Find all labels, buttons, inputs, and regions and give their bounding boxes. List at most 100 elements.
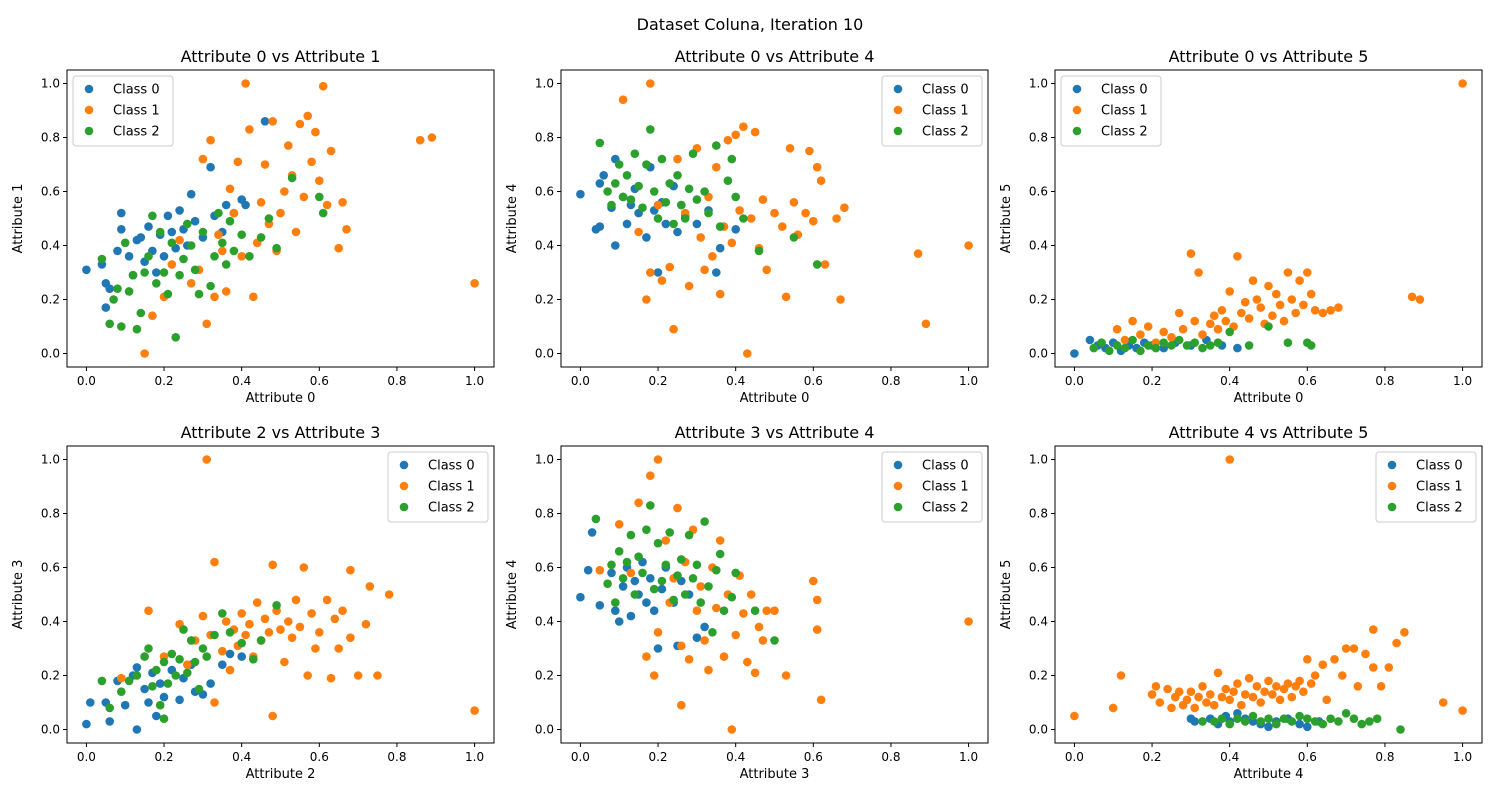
point-class-2 [256,636,266,645]
point-class-1 [1202,698,1211,707]
point-class-2 [607,200,616,210]
point-class-0 [649,606,659,615]
point-class-2 [318,208,328,218]
y-tick-label: 0.6 [535,185,554,199]
point-class-1 [816,695,826,705]
point-class-2 [626,195,636,204]
point-class-2 [603,579,612,588]
point-class-1 [816,176,826,185]
point-class-2 [1283,338,1293,348]
point-class-0 [731,225,740,234]
point-class-0 [218,660,227,669]
legend-marker [1387,502,1397,512]
point-class-2 [669,219,678,229]
point-class-2 [218,238,227,248]
point-class-1 [167,260,177,269]
point-class-1 [229,208,239,218]
point-class-1 [470,706,479,715]
point-class-2 [642,160,651,169]
point-class-1 [202,455,211,464]
point-class-1 [1256,698,1265,707]
point-class-1 [1198,330,1207,339]
point-class-1 [649,671,659,680]
point-class-1 [318,81,328,91]
point-class-2 [1272,719,1281,729]
legend-label: Class 2 [1416,501,1463,516]
point-class-1 [276,625,285,634]
x-tick-label: 0.4 [1220,374,1239,388]
point-class-2 [700,187,709,196]
x-tick-label: 1.0 [1453,750,1472,764]
point-class-1 [233,157,243,167]
point-class-1 [778,222,787,231]
point-class-2 [739,214,748,223]
x-tick-label: 0.0 [77,374,96,388]
point-class-1 [330,614,340,624]
point-class-1 [626,568,636,578]
point-class-1 [338,606,347,615]
legend-label: Class 2 [113,125,160,140]
point-class-1 [1341,644,1351,653]
point-class-2 [1151,343,1161,353]
points-group [82,79,479,358]
point-class-1 [677,641,686,651]
point-class-2 [649,187,659,196]
point-class-1 [291,595,301,605]
point-class-1 [750,668,760,678]
point-class-1 [1272,289,1281,299]
point-class-2 [1279,714,1289,723]
point-class-2 [750,606,760,615]
point-class-0 [692,633,702,642]
point-class-2 [1396,725,1405,734]
point-class-1 [1252,295,1262,304]
point-class-0 [105,284,114,294]
point-class-2 [124,676,134,686]
y-tick-label: 0.4 [535,239,554,253]
point-class-1 [1295,676,1304,686]
point-class-2 [117,322,126,331]
point-class-1 [202,319,211,329]
point-class-2 [1182,341,1192,350]
legend: Class 0 Class 1 Class 2 [1060,75,1162,147]
point-class-0 [163,211,173,221]
point-class-2 [611,179,620,188]
point-class-1 [1287,692,1297,702]
point-class-0 [159,692,169,702]
point-class-1 [1303,655,1312,664]
legend: Class 0 Class 1 Class 2 [881,75,983,147]
point-class-0 [1190,717,1199,726]
legend-frame [387,451,489,523]
point-class-1 [646,79,655,88]
point-class-0 [221,200,231,210]
point-class-0 [646,574,655,583]
x-tick-label: 0.6 [804,374,823,388]
point-class-1 [1376,682,1386,691]
point-class-1 [322,595,332,605]
y-tick-label: 0.0 [535,347,554,361]
point-class-2 [105,703,114,713]
point-class-1 [1299,300,1308,310]
point-class-2 [626,530,636,540]
point-class-2 [646,125,655,134]
point-class-1 [1147,690,1157,699]
point-class-2 [1365,717,1374,726]
point-class-0 [206,162,215,172]
x-tick-label: 0.4 [1220,750,1239,764]
point-class-2 [1167,341,1176,350]
point-class-1 [1306,289,1316,299]
y-tick-label: 0.8 [41,131,60,145]
point-class-1 [361,619,371,629]
point-class-0 [642,598,651,607]
legend-label: Class 1 [113,104,160,119]
point-class-0 [241,200,250,210]
point-class-1 [1369,625,1378,634]
legend-marker [1072,126,1082,136]
point-class-2 [210,251,219,261]
point-class-1 [1264,676,1273,686]
point-class-1 [1182,695,1192,705]
point-class-1 [1334,303,1343,312]
point-class-1 [1136,330,1145,339]
point-class-1 [1392,638,1401,648]
point-class-2 [190,265,200,275]
point-class-1 [673,154,682,164]
